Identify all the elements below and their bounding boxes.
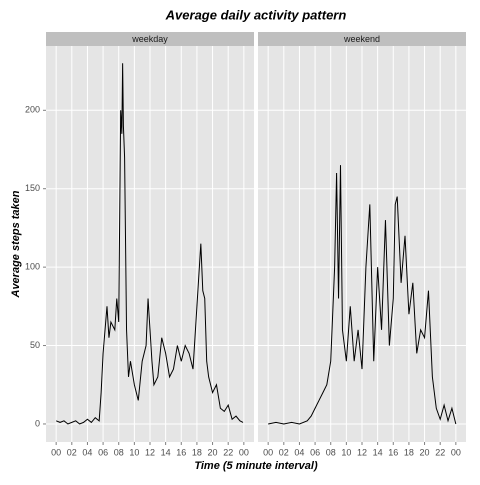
strip-label: weekday [131,34,168,44]
y-tick-label: 0 [35,418,40,428]
strip-label: weekend [343,34,380,44]
strip [46,32,254,46]
x-tick-label: 02 [67,447,77,457]
x-tick-label: 06 [310,447,320,457]
x-tick-label: 00 [239,447,249,457]
x-tick-label: 00 [263,447,273,457]
x-tick-label: 14 [161,447,171,457]
chart-title: Average daily activity pattern [165,7,347,22]
line [268,165,457,425]
x-tick-label: 22 [223,447,233,457]
x-tick-label: 04 [82,447,92,457]
x-tick-label: 18 [192,447,202,457]
x-tick-label: 22 [435,447,445,457]
x-tick-label: 08 [114,447,124,457]
y-axis-label: Average steps taken [10,190,22,298]
y-tick-label: 150 [25,183,40,193]
x-tick-label: 12 [145,447,155,457]
x-tick-label: 16 [388,447,398,457]
x-axis-label: Time (5 minute interval) [194,460,318,472]
y-tick-label: 100 [25,262,40,272]
x-tick-label: 00 [451,447,461,457]
x-tick-label: 02 [279,447,289,457]
x-tick-label: 16 [176,447,186,457]
strip [258,32,466,46]
x-tick-label: 10 [129,447,139,457]
x-tick-label: 10 [341,447,351,457]
x-tick-label: 20 [208,447,218,457]
y-tick-label: 200 [25,105,40,115]
y-tick-label: 50 [30,340,40,350]
x-tick-label: 18 [404,447,414,457]
x-tick-label: 06 [98,447,108,457]
line [55,63,244,425]
x-tick-label: 20 [420,447,430,457]
x-tick-label: 00 [51,447,61,457]
x-tick-label: 12 [357,447,367,457]
x-tick-label: 08 [326,447,336,457]
x-tick-label: 14 [373,447,383,457]
x-tick-label: 04 [294,447,304,457]
